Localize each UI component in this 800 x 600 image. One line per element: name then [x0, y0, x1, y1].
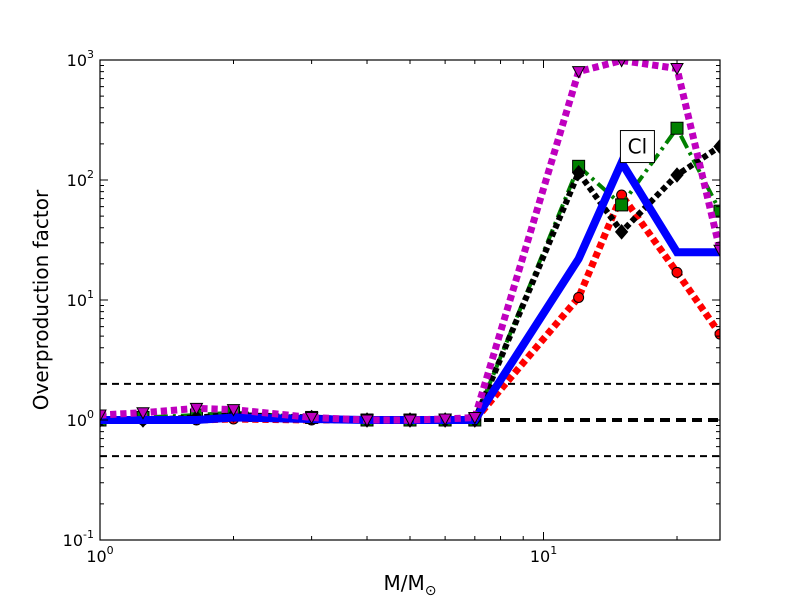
series-4-point-2 — [189, 402, 204, 416]
series-1 — [100, 121, 720, 427]
y-tick-label-3: 102 — [67, 168, 94, 190]
series-1-point-12 — [713, 204, 720, 218]
series-4 — [100, 60, 720, 428]
y-axis-label: Overproduction factor — [29, 189, 53, 410]
series-1-point-11 — [670, 121, 684, 135]
series-4-point-9 — [571, 66, 586, 79]
series-line-2 — [100, 143, 720, 423]
series-4-point-4 — [304, 411, 319, 425]
x-axis-label-main: M/M — [384, 571, 425, 595]
series-4-point-12 — [713, 244, 720, 258]
series-line-4 — [100, 60, 720, 424]
series-4-point-8 — [467, 411, 482, 425]
series-4-point-6 — [403, 414, 417, 428]
series-2-point-11 — [670, 167, 684, 183]
series-4-point-0 — [100, 409, 107, 423]
x-axis-label: M/M⊙ — [384, 571, 437, 599]
series-4-point-10 — [617, 60, 626, 68]
annotation-text: Cl — [628, 135, 648, 159]
y-tick-label-1: 100 — [67, 408, 94, 430]
series-4-point-7 — [438, 413, 452, 427]
y-tick-label-2: 101 — [67, 288, 94, 310]
x-tick-label-1: 101 — [530, 544, 557, 566]
annotation-cl: Cl — [619, 130, 655, 164]
series-2-point-9 — [571, 164, 586, 181]
y-tick-label-4: 103 — [67, 48, 94, 70]
series-2-point-10 — [614, 224, 629, 240]
x-axis-label-sun-subscript: ⊙ — [425, 583, 437, 599]
series-0-point-9 — [573, 291, 585, 303]
series-4-point-5 — [360, 414, 374, 428]
series-1-point-10 — [615, 198, 629, 212]
series-0-point-11 — [671, 266, 683, 278]
series-layer — [100, 60, 720, 428]
x-tick-label-0: 100 — [86, 544, 113, 566]
annotation-box — [619, 130, 655, 164]
y-tick-label-0: 10-1 — [63, 528, 94, 550]
series-4-point-3 — [226, 404, 241, 417]
series-4-point-1 — [136, 407, 150, 420]
